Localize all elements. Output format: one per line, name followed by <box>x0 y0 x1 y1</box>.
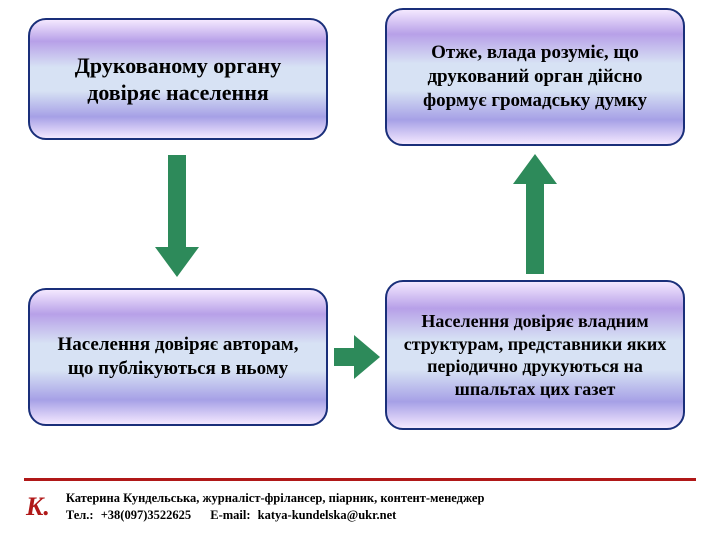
flow-diagram: Друкованому органу довіряє населення Отж… <box>0 0 720 540</box>
node-top-right-text: Отже, влада розуміє, що друкований орган… <box>401 41 669 112</box>
email-label: E-mail: <box>210 508 250 522</box>
node-bottom-right-text: Населення довіряє владним структурам, пр… <box>401 310 669 400</box>
node-top-left: Друкованому органу довіряє населення <box>28 18 328 140</box>
email-value: katya-kundelska@ukr.net <box>258 508 397 522</box>
node-top-right: Отже, влада розуміє, що друкований орган… <box>385 8 685 146</box>
footer: K. Катерина Кундельська, журналіст-фріла… <box>0 490 720 524</box>
node-bottom-left-text: Населення довіряє авторам, що публікують… <box>44 333 312 381</box>
credits: Катерина Кундельська, журналіст-фрілансе… <box>66 490 485 524</box>
footer-rule <box>24 478 696 481</box>
node-bottom-right: Населення довіряє владним структурам, пр… <box>385 280 685 430</box>
tel-value: +38(097)3522625 <box>101 508 191 522</box>
author-name: Катерина Кундельська, журналіст-фрілансе… <box>66 491 485 505</box>
node-bottom-left: Населення довіряє авторам, що публікують… <box>28 288 328 426</box>
node-top-left-text: Друкованому органу довіряє населення <box>44 52 312 107</box>
logo-mark: K. <box>26 492 50 522</box>
tel-label: Тел.: <box>66 508 94 522</box>
